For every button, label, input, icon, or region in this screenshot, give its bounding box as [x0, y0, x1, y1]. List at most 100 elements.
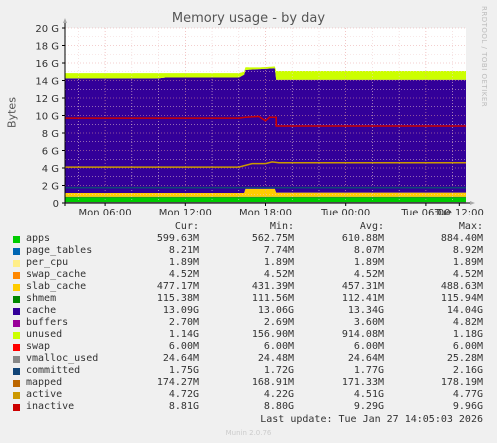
- legend-max: 25.28M: [446, 353, 483, 364]
- legend-row-unused: unused 1.14G 156.90M 914.08M 1.18G: [0, 329, 497, 341]
- last-update: Last update: Tue Jan 27 14:05:03 2026: [260, 414, 483, 425]
- legend-max: 4.52M: [452, 269, 483, 280]
- legend-name: committed: [26, 365, 81, 376]
- legend-swatch: [13, 272, 20, 279]
- legend-cur: 4.52M: [168, 269, 199, 280]
- y-tick-label: 8 G: [42, 129, 59, 140]
- legend-avg: 171.33M: [341, 377, 384, 388]
- legend-cur: 8.81G: [168, 401, 199, 412]
- x-tick-label: Tue 12:00: [434, 208, 484, 215]
- area-shmem: [65, 196, 466, 198]
- x-tick-label: Mon 18:00: [239, 208, 292, 215]
- legend-min: 2.69M: [263, 317, 294, 328]
- legend-avg: 13.34G: [347, 305, 384, 316]
- legend-cur: 4.72G: [168, 389, 199, 400]
- legend-name: unused: [26, 329, 63, 340]
- legend-min: 24.48M: [257, 353, 294, 364]
- legend-cur: 174.27M: [156, 377, 199, 388]
- legend-min: 156.90M: [251, 329, 294, 340]
- x-tick-label: Mon 06:00: [79, 208, 132, 215]
- legend-avg: 9.29G: [353, 401, 384, 412]
- y-tick-label: 2 G: [42, 182, 59, 193]
- legend-avg: 1.77G: [353, 365, 384, 376]
- legend-name: per_cpu: [26, 257, 69, 268]
- legend-avg: 610.88M: [341, 233, 384, 244]
- legend-row-committed: committed 1.75G 1.72G 1.77G 2.16G: [0, 365, 497, 377]
- legend-swatch: [13, 308, 20, 315]
- legend-cur: 6.00M: [168, 341, 199, 352]
- legend-swatch: [13, 320, 20, 327]
- legend-max: 115.94M: [440, 293, 483, 304]
- legend-table: Cur: Min: Avg: Max: apps 599.63M 562.75M 61…: [0, 221, 497, 413]
- legend-min: 4.52M: [263, 269, 294, 280]
- legend-swatch: [13, 248, 20, 255]
- header-max: Max:: [458, 221, 483, 232]
- area-apps: [65, 197, 466, 203]
- legend-min: 4.22G: [263, 389, 294, 400]
- legend-min: 111.56M: [251, 293, 294, 304]
- x-tick-label: Mon 12:00: [159, 208, 212, 215]
- legend-avg: 6.00M: [353, 341, 384, 352]
- legend-min: 8.80G: [263, 401, 294, 412]
- legend-row-swap-cache: swap_cache 4.52M 4.52M 4.52M 4.52M: [0, 269, 497, 281]
- y-tick-label: 0: [53, 199, 59, 210]
- legend-max: 884.40M: [440, 233, 483, 244]
- legend-name: mapped: [26, 377, 63, 388]
- legend-swatch: [13, 236, 20, 243]
- legend-avg: 8.07M: [353, 245, 384, 256]
- legend-name: swap_cache: [26, 269, 87, 280]
- area-slab-cache: [65, 188, 466, 197]
- line-inactive: [65, 115, 466, 127]
- legend-swatch: [13, 404, 20, 411]
- legend-max: 2.16G: [452, 365, 483, 376]
- y-tick-label: 6 G: [42, 147, 59, 158]
- y-tick-label: 20 G: [35, 24, 59, 35]
- legend-name: cache: [26, 305, 57, 316]
- x-arrow: [470, 201, 475, 205]
- legend-min: 13.06G: [257, 305, 294, 316]
- legend-row-shmem: shmem 115.38M 111.56M 112.41M 115.94M: [0, 293, 497, 305]
- y-tick-label: 12 G: [35, 94, 59, 105]
- line-active: [65, 161, 466, 168]
- legend-avg: 1.89M: [353, 257, 384, 268]
- legend-max: 14.04G: [446, 305, 483, 316]
- legend-max: 8.92M: [452, 245, 483, 256]
- rrdtool-credit: RRDTOOL / TOBI OETIKER: [480, 6, 488, 108]
- legend-swatch: [13, 392, 20, 399]
- legend-avg: 3.60M: [353, 317, 384, 328]
- legend-max: 1.89M: [452, 257, 483, 268]
- legend-min: 168.91M: [251, 377, 294, 388]
- y-tick-label: 18 G: [35, 42, 59, 53]
- legend-swatch: [13, 296, 20, 303]
- legend-swatch: [13, 260, 20, 267]
- legend-name: buffers: [26, 317, 69, 328]
- legend-row-vmalloc-used: vmalloc_used 24.64M 24.48M 24.64M 25.28M: [0, 353, 497, 365]
- legend-row-inactive: inactive 8.81G 8.80G 9.29G 9.96G: [0, 401, 497, 413]
- y-arrow: [63, 18, 67, 23]
- legend-name: page_tables: [26, 245, 93, 256]
- legend-header: Cur: Min: Avg: Max:: [0, 221, 497, 233]
- legend-row-per-cpu: per_cpu 1.89M 1.89M 1.89M 1.89M: [0, 257, 497, 269]
- legend-cur: 2.70M: [168, 317, 199, 328]
- legend-max: 178.19M: [440, 377, 483, 388]
- x-tick-label: Tue 00:00: [320, 208, 370, 215]
- legend-avg: 4.52M: [353, 269, 384, 280]
- legend-name: inactive: [26, 401, 75, 412]
- legend-avg: 24.64M: [347, 353, 384, 364]
- legend-row-active: active 4.72G 4.22G 4.51G 4.77G: [0, 389, 497, 401]
- chart-title: Memory usage - by day: [171, 11, 326, 26]
- y-tick-label: 4 G: [42, 164, 59, 175]
- header-avg: Avg:: [359, 221, 384, 232]
- legend-cur: 115.38M: [156, 293, 199, 304]
- y-tick-label: 14 G: [35, 77, 59, 88]
- legend-cur: 1.75G: [168, 365, 199, 376]
- legend-max: 9.96G: [452, 401, 483, 412]
- legend-cur: 599.63M: [156, 233, 199, 244]
- y-tick-label: 16 G: [35, 59, 59, 70]
- legend-max: 488.63M: [440, 281, 483, 292]
- legend-avg: 914.08M: [341, 329, 384, 340]
- legend-name: apps: [26, 233, 51, 244]
- legend-min: 1.89M: [263, 257, 294, 268]
- legend-row-slab-cache: slab_cache 477.17M 431.39M 457.31M 488.63M: [0, 281, 497, 293]
- legend-min: 7.74M: [263, 245, 294, 256]
